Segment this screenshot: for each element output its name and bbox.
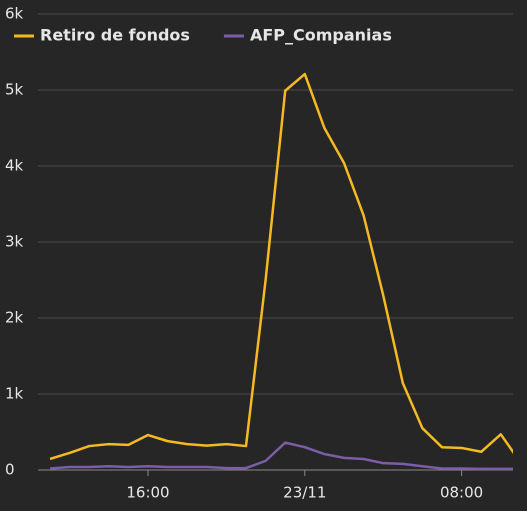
y-tick-label: 3k: [5, 233, 24, 251]
x-tick-label: 16:00: [126, 484, 169, 502]
plot-area: [49, 72, 513, 471]
line-series: [49, 72, 513, 461]
line-series: [49, 441, 513, 471]
x-tick-label: 23/11: [283, 484, 326, 502]
y-tick-label: 1k: [5, 385, 24, 403]
y-tick-label: 6k: [5, 5, 24, 23]
y-tick-label: 2k: [5, 309, 24, 327]
y-tick-label: 0: [5, 461, 15, 479]
legend-label: Retiro de fondos: [40, 26, 190, 45]
x-tick-label: 08:00: [440, 484, 483, 502]
legend-label: AFP_Companias: [250, 26, 392, 45]
y-tick-label: 5k: [5, 81, 24, 99]
y-tick-label: 4k: [5, 157, 24, 175]
